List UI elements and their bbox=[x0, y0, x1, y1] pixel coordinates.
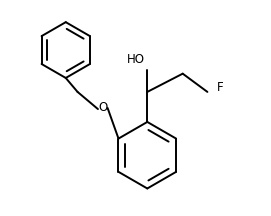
Text: F: F bbox=[217, 81, 224, 94]
Text: HO: HO bbox=[127, 53, 144, 66]
Text: O: O bbox=[99, 101, 108, 114]
